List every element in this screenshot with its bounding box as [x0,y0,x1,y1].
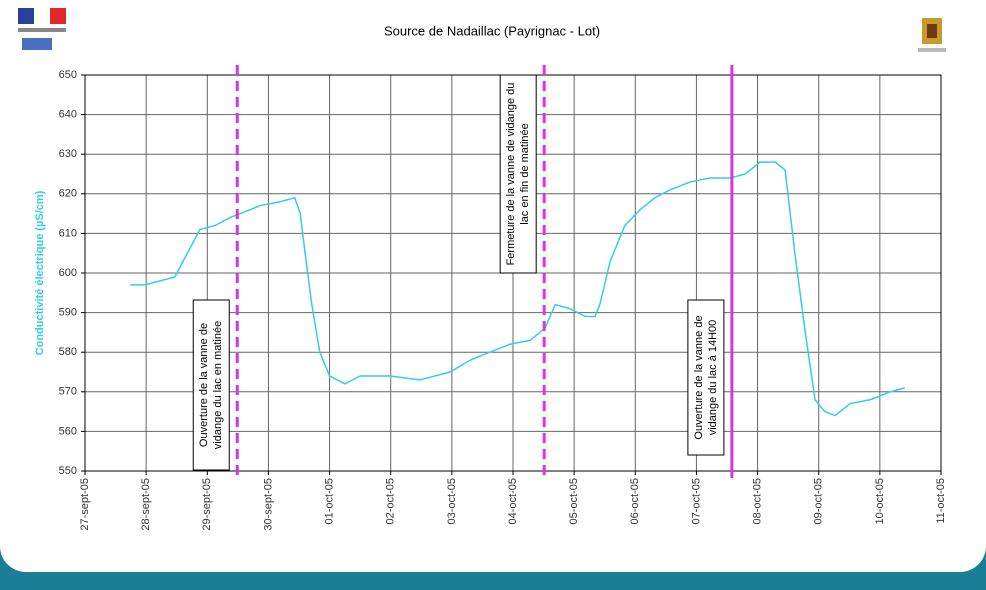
x-tick-label: 27-sept-05 [79,478,91,531]
annotation-box [687,299,725,456]
x-tick-label: 04-oct-05 [507,478,519,524]
annotation-text: vidange du lac à 14H00 [707,320,719,436]
y-tick-label: 580 [59,346,77,358]
y-tick-label: 610 [59,227,77,239]
y-axis-label: Conductivité électrique (µS/cm) [34,190,46,355]
y-tick-label: 650 [59,69,77,81]
chart-title: Source de Nadaillac (Payrignac - Lot) [384,23,600,38]
y-tick-label: 600 [59,267,77,279]
x-tick-label: 08-oct-05 [751,478,763,524]
x-tick-label: 05-oct-05 [568,478,580,524]
x-tick-label: 06-oct-05 [629,478,641,524]
x-tick-label: 28-sept-05 [140,478,152,531]
x-tick-label: 30-sept-05 [262,478,274,531]
logo-right [918,18,946,52]
x-tick-label: 11-oct-05 [935,478,947,524]
data-line [130,161,906,417]
x-tick-label: 03-oct-05 [446,478,458,524]
annotation-box [192,299,230,471]
y-tick-label: 570 [59,386,77,398]
x-tick-label: 07-oct-05 [690,478,702,524]
annotation-text: Ouverture de la vanne de [693,315,705,439]
y-tick-label: 550 [59,465,77,477]
annotation-text: Ouverture de la vanne de [198,323,210,447]
logo-left [18,8,66,50]
y-tick-label: 560 [59,425,77,437]
x-tick-label: 01-oct-05 [323,478,335,524]
annotation-text: lac en fin de matinée [519,123,531,225]
annotation-text: vidange du lac en matinée [212,321,224,449]
y-tick-label: 590 [59,307,77,319]
y-tick-label: 630 [59,148,77,160]
x-tick-label: 10-oct-05 [874,478,886,524]
x-tick-label: 02-oct-05 [385,478,397,524]
annotation-box [499,74,537,274]
x-tick-label: 09-oct-05 [813,478,825,524]
card [0,0,986,572]
annotation-text: Fermeture de la vanne de vidange du [505,83,517,266]
x-tick-label: 29-sept-05 [201,478,213,531]
y-tick-label: 640 [59,109,77,121]
y-tick-label: 620 [59,188,77,200]
